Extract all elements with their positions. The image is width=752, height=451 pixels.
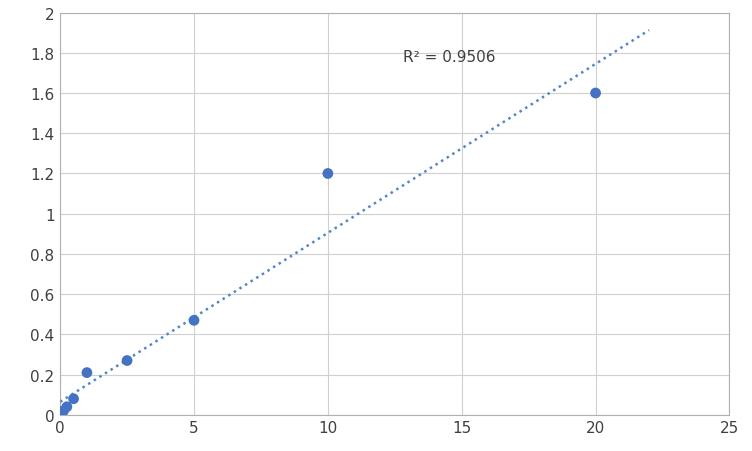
Point (81, 369, 93, 377)
Point (68, 395, 80, 402)
Point (57, 407, 69, 414)
Point (590, 90, 602, 97)
Point (188, 317, 200, 324)
Point (322, 170, 334, 178)
Point (54, 411, 66, 419)
Point (61, 403, 73, 410)
Point (121, 357, 133, 364)
Text: R² = 0.9506: R² = 0.9506 (403, 50, 496, 65)
